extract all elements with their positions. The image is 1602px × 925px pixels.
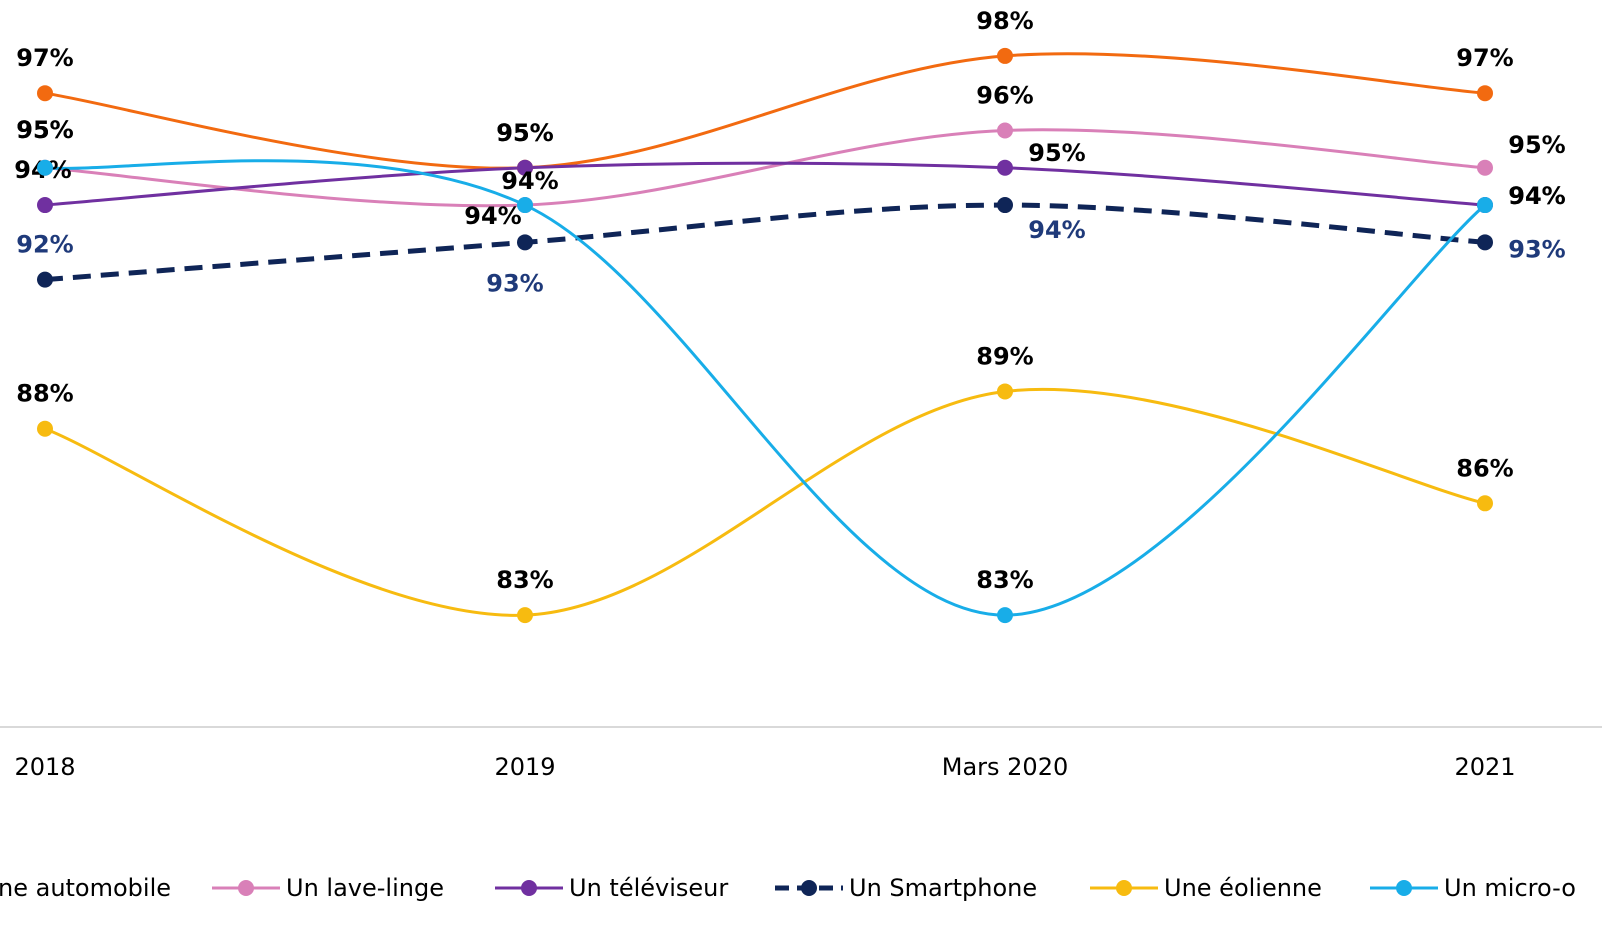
data-point bbox=[997, 122, 1013, 139]
data-label: 95% bbox=[1508, 131, 1565, 159]
data-label: 93% bbox=[486, 269, 543, 297]
data-label: 83% bbox=[496, 566, 553, 594]
data-label: 89% bbox=[976, 342, 1033, 370]
data-point bbox=[1477, 85, 1493, 102]
data-label: 94% bbox=[1028, 216, 1085, 244]
legend-label: Un micro-o bbox=[1444, 874, 1576, 902]
data-point bbox=[997, 159, 1013, 176]
data-point bbox=[997, 47, 1013, 64]
data-point bbox=[1477, 197, 1493, 214]
data-label: 93% bbox=[1508, 235, 1565, 263]
legend-label: ne automobile bbox=[0, 874, 171, 902]
data-point bbox=[1477, 234, 1493, 251]
legend-label: Un lave-linge bbox=[286, 874, 444, 902]
data-label: 94% bbox=[1508, 182, 1565, 210]
data-label: 97% bbox=[16, 44, 73, 72]
legend-marker bbox=[1396, 880, 1412, 896]
legend-label: Un téléviseur bbox=[569, 874, 728, 902]
data-label: 97% bbox=[1456, 44, 1513, 72]
series-line bbox=[44, 128, 1486, 208]
data-label: 95% bbox=[496, 119, 553, 147]
data-point bbox=[37, 420, 53, 437]
series-line bbox=[44, 52, 1486, 170]
data-point bbox=[997, 383, 1013, 400]
legend-marker bbox=[238, 880, 254, 896]
data-point bbox=[517, 234, 533, 251]
data-label: 95% bbox=[1028, 139, 1085, 167]
data-point bbox=[1477, 159, 1493, 176]
data-label: 95% bbox=[496, 119, 553, 147]
data-label: 95% bbox=[16, 116, 73, 144]
data-point bbox=[1477, 495, 1493, 512]
data-label: 94% bbox=[1508, 182, 1565, 210]
legend-label: Une éolienne bbox=[1164, 874, 1322, 902]
data-point bbox=[997, 197, 1013, 214]
data-label: 94% bbox=[501, 167, 558, 195]
series-line bbox=[44, 387, 1486, 617]
data-label: 88% bbox=[16, 380, 73, 408]
data-label: 98% bbox=[976, 7, 1033, 35]
series-line bbox=[44, 161, 1486, 207]
data-point bbox=[37, 159, 53, 176]
legend-label: Un Smartphone bbox=[849, 874, 1037, 902]
data-point bbox=[517, 607, 533, 624]
data-point bbox=[517, 159, 533, 176]
data-label: 94% bbox=[464, 202, 521, 230]
data-label: 95% bbox=[16, 116, 73, 144]
data-label: 83% bbox=[976, 566, 1033, 594]
data-point bbox=[37, 197, 53, 214]
data-label: 92% bbox=[16, 231, 73, 259]
legend-marker bbox=[521, 880, 537, 896]
series-line bbox=[44, 159, 1486, 617]
data-point bbox=[37, 271, 53, 288]
legend-marker bbox=[1116, 880, 1132, 896]
x-tick-label: 2021 bbox=[1454, 753, 1515, 781]
data-label: 96% bbox=[976, 81, 1033, 109]
x-tick-label: 2018 bbox=[14, 753, 75, 781]
x-tick-label: Mars 2020 bbox=[942, 753, 1069, 781]
data-point bbox=[517, 197, 533, 214]
data-point bbox=[37, 85, 53, 102]
data-label: 86% bbox=[1456, 454, 1513, 482]
x-tick-label: 2019 bbox=[494, 753, 555, 781]
legend-marker bbox=[801, 880, 817, 896]
data-point bbox=[997, 607, 1013, 624]
series-line bbox=[44, 202, 1486, 283]
